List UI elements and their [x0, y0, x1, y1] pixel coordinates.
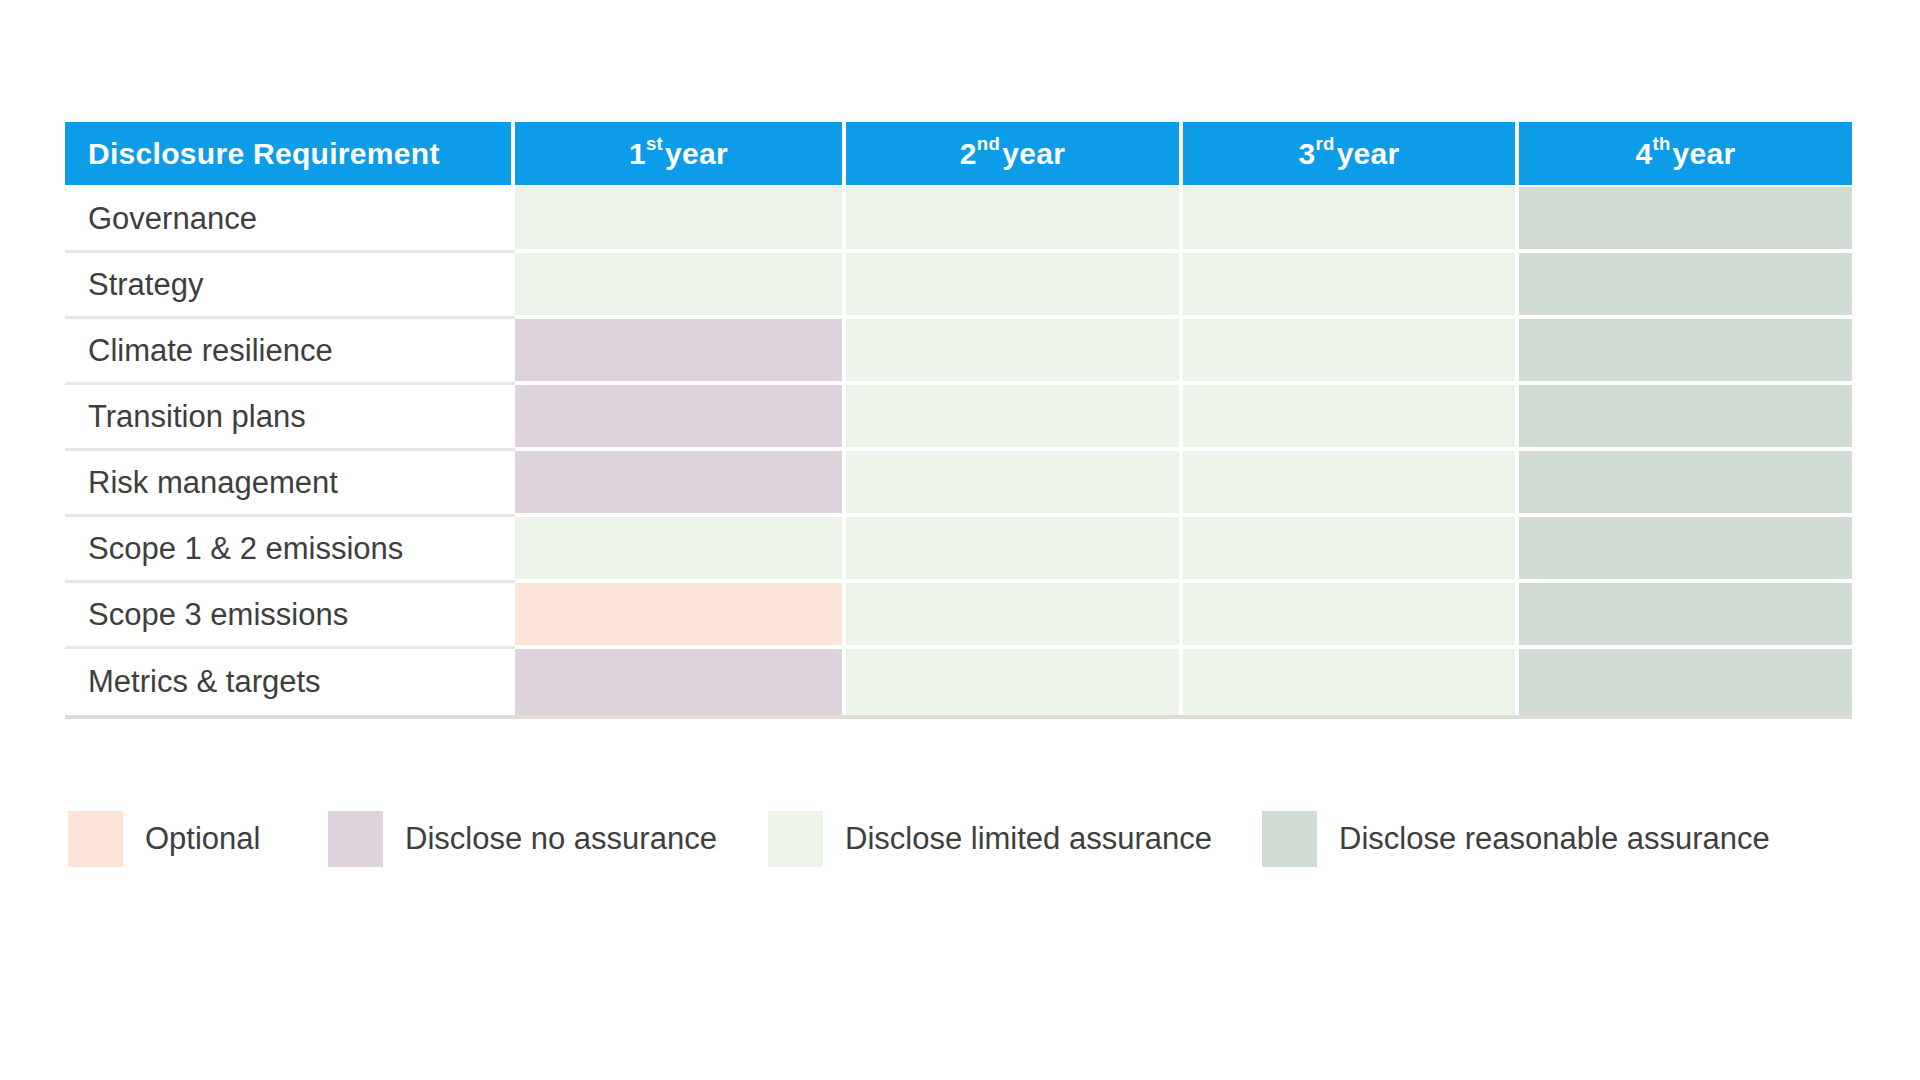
- assurance-cell-reasonable: [1519, 649, 1852, 715]
- year-number: 1: [629, 137, 646, 171]
- legend-swatch-reasonable: [1262, 811, 1317, 867]
- row-label: Governance: [65, 187, 515, 253]
- legend-label: Disclose limited assurance: [845, 821, 1212, 857]
- legend-item-reasonable: Disclose reasonable assurance: [1262, 810, 1770, 867]
- assurance-cell-limited: [515, 253, 842, 315]
- row-label: Transition plans: [65, 385, 515, 451]
- header-year-3: 3rd year: [1183, 122, 1515, 185]
- assurance-cell-limited: [846, 187, 1179, 249]
- header-year-1: 1st year: [515, 122, 842, 185]
- assurance-cell-limited: [1183, 253, 1515, 315]
- assurance-cell-limited: [1183, 451, 1515, 513]
- assurance-cell-limited: [515, 187, 842, 249]
- assurance-cell-limited: [846, 451, 1179, 513]
- row-label: Strategy: [65, 253, 515, 319]
- assurance-cell-limited: [1183, 583, 1515, 645]
- assurance-cell-limited: [515, 517, 842, 579]
- assurance-cell-none: [515, 649, 842, 715]
- assurance-cell-none: [515, 451, 842, 513]
- legend: Optional Disclose no assurance Disclose li…: [0, 810, 1920, 867]
- disclosure-table: Disclosure Requirement 1st year2nd year3…: [65, 122, 1852, 719]
- assurance-cell-limited: [846, 253, 1179, 315]
- header-year-2: 2nd year: [846, 122, 1179, 185]
- legend-item-none: Disclose no assurance: [328, 810, 717, 867]
- year-number: 3: [1298, 137, 1315, 171]
- legend-label: Disclose no assurance: [405, 821, 717, 857]
- assurance-cell-limited: [846, 583, 1179, 645]
- assurance-cell-optional: [515, 583, 842, 645]
- year-word: year: [1002, 137, 1065, 171]
- row-label: Climate resilience: [65, 319, 515, 385]
- assurance-cell-none: [515, 319, 842, 381]
- assurance-cell-limited: [1183, 517, 1515, 579]
- page: Disclosure Requirement 1st year2nd year3…: [0, 0, 1920, 1080]
- assurance-cell-limited: [846, 517, 1179, 579]
- row-label: Scope 3 emissions: [65, 583, 515, 649]
- year-word: year: [665, 137, 728, 171]
- assurance-cell-reasonable: [1519, 385, 1852, 447]
- year-word: year: [1337, 137, 1400, 171]
- assurance-cell-limited: [1183, 385, 1515, 447]
- assurance-cell-limited: [846, 319, 1179, 381]
- legend-swatch-optional: [68, 811, 123, 867]
- row-label: Scope 1 & 2 emissions: [65, 517, 515, 583]
- assurance-cell-limited: [846, 385, 1179, 447]
- assurance-cell-limited: [846, 649, 1179, 715]
- legend-swatch-limited: [768, 811, 823, 867]
- year-number: 2: [960, 137, 977, 171]
- legend-label: Optional: [145, 821, 260, 857]
- legend-item-limited: Disclose limited assurance: [768, 810, 1212, 867]
- header-disclosure-requirement: Disclosure Requirement: [65, 122, 511, 185]
- legend-label: Disclose reasonable assurance: [1339, 821, 1770, 857]
- assurance-cell-limited: [1183, 319, 1515, 381]
- assurance-cell-reasonable: [1519, 583, 1852, 645]
- assurance-cell-limited: [1183, 649, 1515, 715]
- legend-swatch-none: [328, 811, 383, 867]
- assurance-cell-reasonable: [1519, 253, 1852, 315]
- assurance-cell-limited: [1183, 187, 1515, 249]
- assurance-cell-reasonable: [1519, 319, 1852, 381]
- year-word: year: [1673, 137, 1736, 171]
- assurance-cell-reasonable: [1519, 517, 1852, 579]
- legend-item-optional: Optional: [68, 810, 260, 867]
- assurance-cell-none: [515, 385, 842, 447]
- row-label: Risk management: [65, 451, 515, 517]
- header-year-4: 4th year: [1519, 122, 1852, 185]
- assurance-cell-reasonable: [1519, 451, 1852, 513]
- assurance-cell-reasonable: [1519, 187, 1852, 249]
- row-label: Metrics & targets: [65, 649, 515, 715]
- year-number: 4: [1635, 137, 1652, 171]
